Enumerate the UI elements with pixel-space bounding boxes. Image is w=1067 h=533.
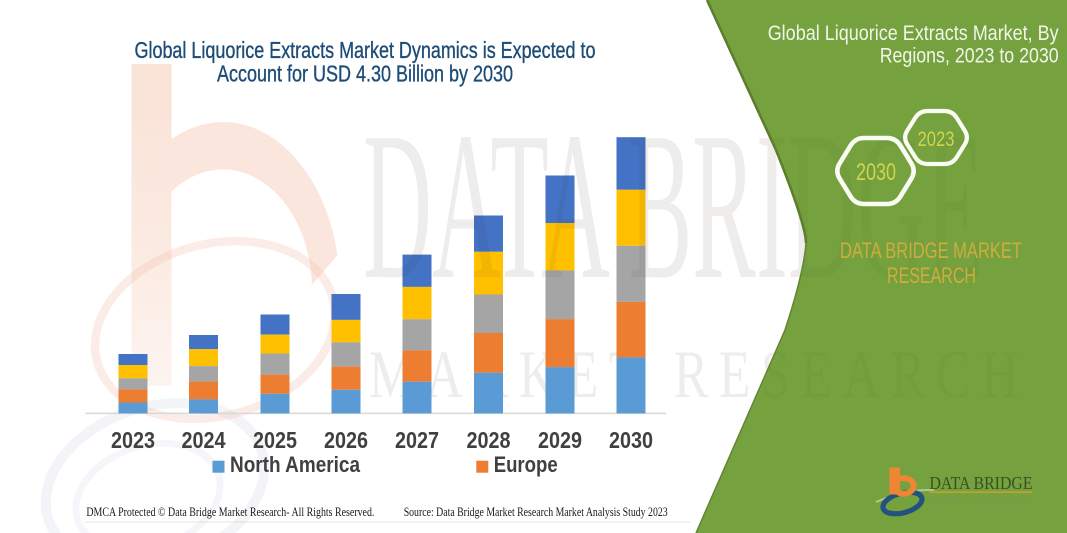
- svg-text:2028: 2028: [467, 427, 511, 453]
- svg-text:2023: 2023: [111, 427, 155, 453]
- svg-text:Account for USD 4.30 Billion b: Account for USD 4.30 Billion by 2030: [217, 61, 513, 87]
- svg-text:DATA BRIDGE: DATA BRIDGE: [930, 473, 1033, 493]
- svg-text:2026: 2026: [324, 427, 368, 453]
- svg-text:Source: Data Bridge Market Res: Source: Data Bridge Market Research Mark…: [404, 505, 668, 519]
- svg-text:Regions, 2023 to 2030: Regions, 2023 to 2030: [880, 45, 1059, 68]
- svg-text:2030: 2030: [856, 159, 896, 186]
- svg-text:North America: North America: [230, 452, 360, 477]
- svg-text:2029: 2029: [538, 427, 582, 453]
- svg-text:Europe: Europe: [494, 452, 558, 477]
- svg-text:RESEARCH: RESEARCH: [887, 263, 976, 288]
- svg-text:2027: 2027: [395, 427, 439, 453]
- svg-text:2023: 2023: [918, 128, 955, 151]
- svg-text:2025: 2025: [253, 427, 297, 453]
- svg-text:MARKET RESEARCH: MARKET RESEARCH: [930, 496, 1028, 506]
- svg-text:2024: 2024: [182, 427, 226, 453]
- svg-text:2030: 2030: [609, 427, 653, 453]
- svg-text:Global Liquorice Extracts Mark: Global Liquorice Extracts Market Dynamic…: [135, 37, 596, 63]
- svg-text:DATA BRIDGE MARKET: DATA BRIDGE MARKET: [840, 238, 1022, 263]
- svg-text:DMCA Protected © Data Bridge M: DMCA Protected © Data Bridge Market Rese…: [86, 505, 374, 519]
- svg-text:Global Liquorice Extracts Mark: Global Liquorice Extracts Market, By: [768, 22, 1059, 45]
